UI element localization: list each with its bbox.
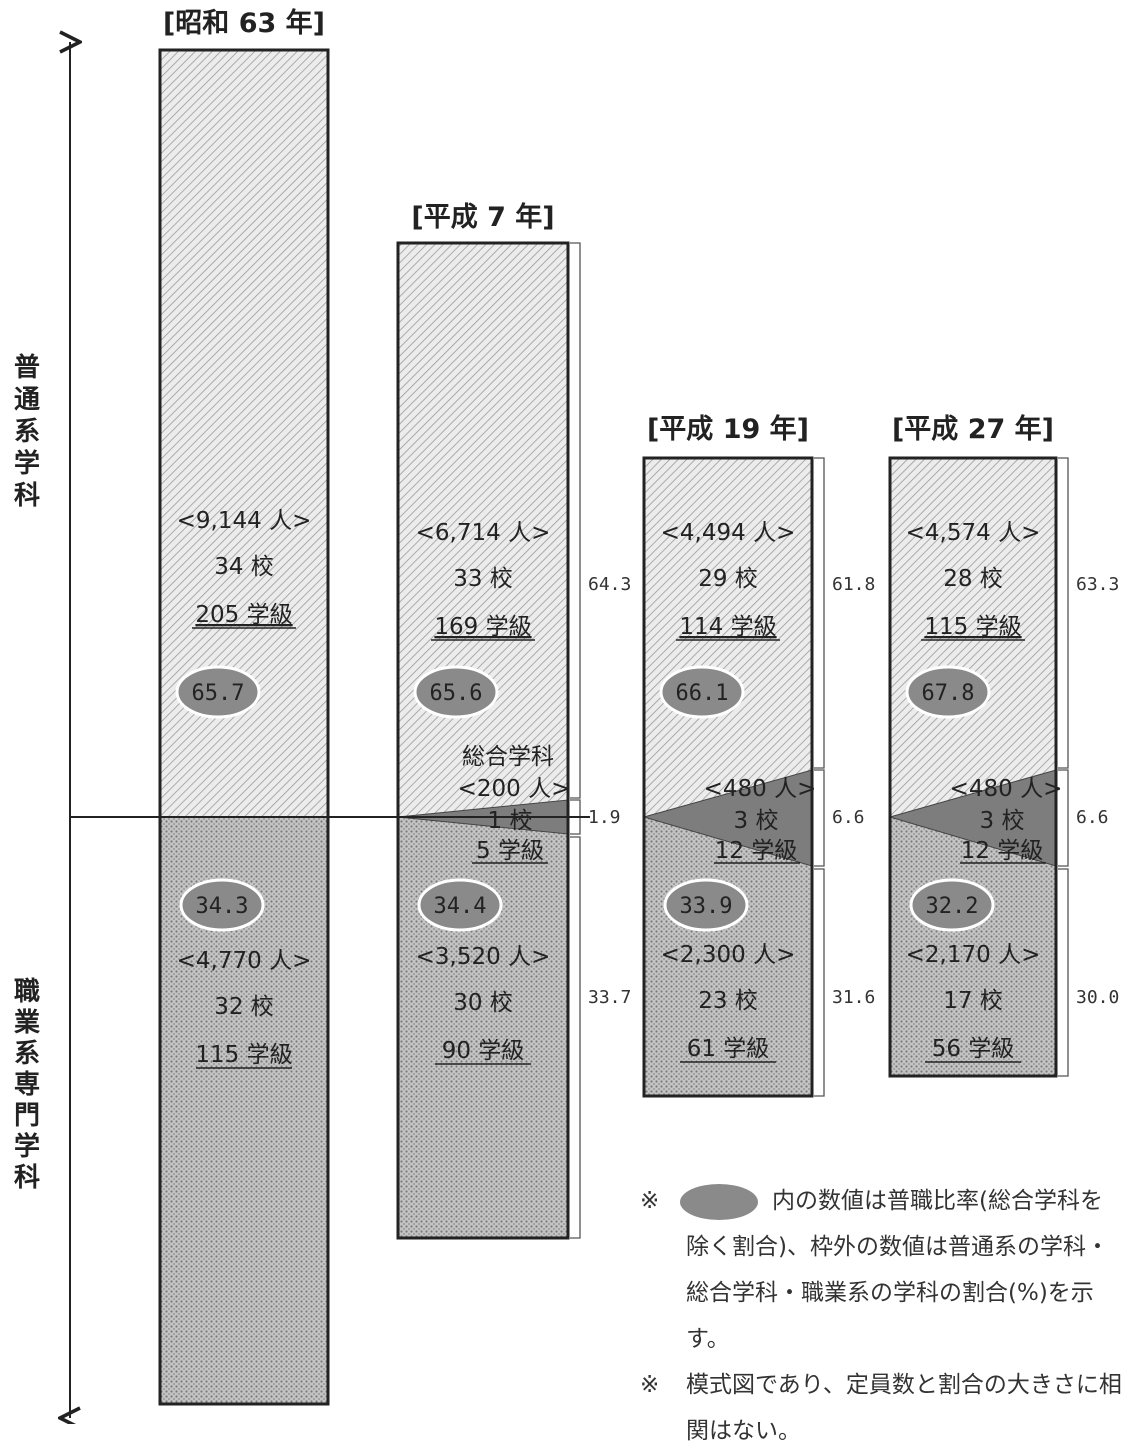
share-vocational-bracket	[1058, 868, 1069, 1077]
integrated-schools-label: 3 校	[980, 808, 1025, 834]
note-mark: ※	[640, 1188, 660, 1214]
vocational-students-label: <3,520 人>	[416, 944, 551, 970]
axis-label-vocational-text: 職業系専門学科	[14, 977, 40, 1193]
vocational-ratio-oval	[179, 878, 265, 932]
note-mark: ※	[640, 1372, 660, 1398]
bar-group: [昭和 63 年] <9,144 人> 34 校 205 学級 65.7 34.3 <4,7…	[158, 7, 330, 1406]
share-integrated-label: 1.9	[588, 807, 621, 828]
share-general-label: 61.8	[832, 574, 875, 595]
vocational-classes-label: 115 学級	[195, 1042, 292, 1068]
axis-label-vocational: 職業系専門学科	[14, 977, 40, 1193]
general-ratio-label: 65.7	[192, 681, 245, 706]
share-general-label: 63.3	[1076, 574, 1119, 595]
vocational-schools-label: 23 校	[698, 988, 758, 1014]
share-general-bracket	[1058, 457, 1069, 769]
integrated-classes-label: 12 学級	[961, 838, 1044, 864]
share-vocational-bracket	[570, 836, 581, 1239]
share-integrated-bracket	[814, 769, 825, 867]
vocational-schools-label: 17 校	[943, 988, 1003, 1014]
integrated-classes-label: 5 学級	[476, 838, 544, 864]
general-ratio-label: 66.1	[676, 681, 729, 706]
integrated-students-label: <200 人>	[458, 776, 571, 802]
general-ratio-oval	[905, 665, 991, 719]
general-classes-label: 205 学級	[195, 602, 292, 628]
bar-group: [平成 7 年] <6,714 人> 33 校 169 学級 65.6 総合学科 <200 …	[396, 201, 631, 1240]
general-ratio-oval	[659, 665, 745, 719]
legend-oval-icon	[680, 1183, 758, 1220]
bar-segment-vocational	[890, 817, 1056, 1076]
general-students-label: <4,494 人>	[661, 520, 796, 546]
share-general-label: 64.3	[588, 574, 631, 595]
note-2: ※ 模式図であり、定員数と割合の大きさに相関はない。	[640, 1362, 1122, 1454]
share-integrated-bracket	[1058, 769, 1069, 867]
vocational-students-label: <2,300 人>	[661, 942, 796, 968]
bar-title: [昭和 63 年]	[163, 7, 325, 39]
general-schools-label: 34 校	[214, 554, 274, 580]
note-2-text: 模式図であり、定員数と割合の大きさに相関はない。	[686, 1372, 1122, 1444]
vocational-ratio-oval	[663, 878, 749, 932]
share-general-bracket	[814, 457, 825, 769]
vocational-classes-label: 56 学級	[932, 1036, 1015, 1062]
vocational-schools-label: 30 校	[453, 990, 513, 1016]
bar-title: [平成 19 年]	[647, 413, 809, 445]
vocational-ratio-oval	[909, 878, 995, 932]
general-students-label: <4,574 人>	[906, 520, 1041, 546]
integrated-schools-label: 1 校	[488, 808, 533, 834]
note-1-text: 内の数値は普職比率(総合学科を除く割合)、枠外の数値は普通系の学科・総合学科・職…	[686, 1188, 1109, 1352]
integrated-classes-label: 12 学級	[715, 838, 798, 864]
general-schools-label: 28 校	[943, 566, 1003, 592]
bar-group: [平成 27 年] <4,574 人> 28 校 115 学級 67.8 <480 人> 3…	[888, 413, 1119, 1078]
bar-segment-vocational	[398, 817, 568, 1238]
general-students-label: <9,144 人>	[177, 508, 312, 534]
vocational-ratio-label: 34.3	[196, 894, 249, 919]
share-integrated-label: 6.6	[832, 807, 865, 828]
share-integrated-label: 6.6	[1076, 807, 1109, 828]
general-ratio-label: 67.8	[922, 681, 975, 706]
share-vocational-label: 30.0	[1076, 987, 1119, 1008]
bar-title: [平成 7 年]	[411, 201, 554, 233]
bar-frame	[158, 48, 330, 1406]
bar-group: [平成 19 年] <4,494 人> 29 校 114 学級 66.1 <480 人> 3…	[642, 413, 875, 1098]
bar-segment-general	[644, 458, 812, 817]
bar-frame	[888, 456, 1058, 1078]
vocational-ratio-oval	[417, 878, 503, 932]
vocational-students-label: <4,770 人>	[177, 948, 312, 974]
bar-segment-general	[398, 243, 568, 817]
axis-label-general-text: 普通系学科	[14, 352, 40, 511]
notes: ※ 内の数値は普職比率(総合学科を除く割合)、枠外の数値は普通系の学科・総合学科・…	[640, 1178, 1122, 1454]
integrated-students-label: <480 人>	[704, 776, 817, 802]
general-classes-label: 114 学級	[679, 614, 776, 640]
general-ratio-oval	[175, 665, 261, 719]
general-ratio-oval	[413, 665, 499, 719]
axis-label-general: 普通系学科	[14, 352, 40, 511]
bar-frame	[642, 456, 814, 1098]
integrated-students-label: <480 人>	[950, 776, 1063, 802]
integrated-course-label: 総合学科	[462, 744, 554, 770]
bar-segment-general	[890, 458, 1056, 817]
general-students-label: <6,714 人>	[416, 520, 551, 546]
general-schools-label: 33 校	[453, 566, 513, 592]
note-1: ※ 内の数値は普職比率(総合学科を除く割合)、枠外の数値は普通系の学科・総合学科・…	[640, 1178, 1122, 1362]
share-vocational-label: 31.6	[832, 987, 875, 1008]
share-vocational-bracket	[814, 868, 825, 1097]
vocational-ratio-label: 34.4	[434, 894, 487, 919]
vocational-ratio-label: 33.9	[680, 894, 733, 919]
general-classes-label: 115 学級	[924, 614, 1021, 640]
general-ratio-label: 65.6	[430, 681, 483, 706]
vocational-classes-label: 90 学級	[442, 1038, 525, 1064]
vocational-schools-label: 32 校	[214, 994, 274, 1020]
general-classes-label: 169 学級	[434, 614, 531, 640]
vocational-students-label: <2,170 人>	[906, 942, 1041, 968]
vocational-ratio-label: 32.2	[926, 894, 979, 919]
share-general-bracket	[570, 242, 581, 799]
share-vocational-label: 33.7	[588, 987, 631, 1008]
bar-title: [平成 27 年]	[892, 413, 1054, 445]
vocational-classes-label: 61 学級	[687, 1036, 770, 1062]
integrated-schools-label: 3 校	[734, 808, 779, 834]
general-schools-label: 29 校	[698, 566, 758, 592]
bar-frame	[396, 241, 570, 1240]
